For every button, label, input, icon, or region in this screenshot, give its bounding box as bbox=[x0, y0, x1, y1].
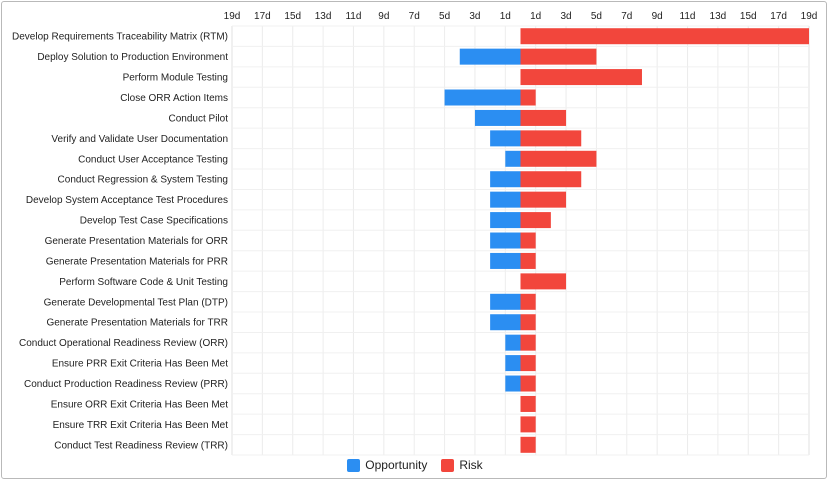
bar-opportunity[interactable] bbox=[459, 48, 521, 65]
category-label: Develop System Acceptance Test Procedure… bbox=[26, 195, 228, 206]
bar-risk[interactable] bbox=[520, 130, 582, 147]
category-label: Generate Presentation Materials for TRR bbox=[46, 318, 228, 329]
x-tick-label: 1d bbox=[500, 11, 511, 22]
bar-risk[interactable] bbox=[520, 191, 567, 208]
bar-opportunity[interactable] bbox=[505, 334, 521, 351]
category-label: Conduct Operational Readiness Review (OR… bbox=[19, 338, 228, 349]
bar-opportunity[interactable] bbox=[490, 212, 521, 229]
bar-chart: 19d 17d 15d 13d 11d 9d 7d 5d 3d 1d 1d 3d 5d 7d 9d 11d 13… bbox=[12, 11, 818, 456]
x-tick-label: 5d bbox=[439, 11, 450, 22]
category-label: Ensure TRR Exit Criteria Has Been Met bbox=[53, 420, 229, 431]
bar-opportunity[interactable] bbox=[490, 293, 521, 310]
legend-label: Risk bbox=[459, 458, 483, 472]
bar-risk[interactable] bbox=[520, 171, 582, 188]
bar-opportunity[interactable] bbox=[505, 150, 521, 167]
bar-risk[interactable] bbox=[520, 436, 536, 453]
bar-risk[interactable] bbox=[520, 355, 536, 372]
category-label: Ensure ORR Exit Criteria Has Been Met bbox=[51, 399, 229, 410]
x-tick-label: 17d bbox=[254, 11, 271, 22]
bar-risk[interactable] bbox=[520, 28, 810, 45]
bar-risk[interactable] bbox=[520, 69, 642, 86]
bar-risk[interactable] bbox=[520, 212, 551, 229]
category-label: Conduct User Acceptance Testing bbox=[78, 154, 228, 165]
bar-risk[interactable] bbox=[520, 109, 567, 126]
category-label: Perform Module Testing bbox=[123, 73, 228, 84]
x-tick-label: 15d bbox=[740, 11, 757, 22]
bar-opportunity[interactable] bbox=[490, 252, 521, 269]
bar-risk[interactable] bbox=[520, 150, 597, 167]
x-tick-label: 7d bbox=[621, 11, 632, 22]
x-tick-label: 9d bbox=[378, 11, 389, 22]
x-tick-label: 17d bbox=[770, 11, 787, 22]
x-tick-label: 19d bbox=[801, 11, 818, 22]
x-tick-label: 11d bbox=[345, 11, 361, 22]
bar-risk[interactable] bbox=[520, 273, 567, 290]
category-label: Ensure PRR Exit Criteria Has Been Met bbox=[52, 359, 228, 370]
bar-risk[interactable] bbox=[520, 416, 536, 433]
bar-opportunity[interactable] bbox=[490, 232, 521, 249]
bar-opportunity[interactable] bbox=[444, 89, 521, 106]
chart-legend: Opportunity Risk bbox=[0, 458, 830, 472]
legend-item-opportunity[interactable]: Opportunity bbox=[347, 458, 427, 472]
bar-risk[interactable] bbox=[520, 89, 536, 106]
bar-opportunity[interactable] bbox=[490, 314, 521, 331]
category-label: Generate Presentation Materials for PRR bbox=[46, 256, 228, 267]
legend-item-risk[interactable]: Risk bbox=[441, 458, 483, 472]
legend-swatch bbox=[441, 458, 455, 472]
bar-risk[interactable] bbox=[520, 232, 536, 249]
x-tick-label: 9d bbox=[652, 11, 663, 22]
category-label: Deploy Solution to Production Environmen… bbox=[37, 52, 228, 63]
x-tick-label: 19d bbox=[224, 11, 241, 22]
x-tick-label: 13d bbox=[315, 11, 332, 22]
bar-opportunity[interactable] bbox=[490, 130, 521, 147]
category-label: Generate Presentation Materials for ORR bbox=[45, 236, 228, 247]
bar-risk[interactable] bbox=[520, 293, 536, 310]
bar-opportunity[interactable] bbox=[490, 191, 521, 208]
category-label: Develop Test Case Specifications bbox=[80, 216, 228, 227]
x-tick-label: 5d bbox=[591, 11, 602, 22]
bar-risk[interactable] bbox=[520, 375, 536, 392]
x-tick-label: 3d bbox=[560, 11, 571, 22]
bar-opportunity[interactable] bbox=[490, 171, 521, 188]
bar-risk[interactable] bbox=[520, 395, 536, 412]
bar-risk[interactable] bbox=[520, 334, 536, 351]
bar-opportunity[interactable] bbox=[505, 355, 521, 372]
category-label: Perform Software Code & Unit Testing bbox=[59, 277, 228, 288]
category-label: Close ORR Action Items bbox=[120, 93, 228, 104]
x-tick-label: 3d bbox=[469, 11, 480, 22]
bar-opportunity[interactable] bbox=[505, 375, 521, 392]
category-label: Verify and Validate User Documentation bbox=[51, 134, 228, 145]
bar-opportunity[interactable] bbox=[474, 109, 521, 126]
bar-risk[interactable] bbox=[520, 48, 597, 65]
legend-swatch bbox=[347, 458, 361, 472]
category-label: Conduct Production Readiness Review (PRR… bbox=[24, 379, 228, 390]
x-tick-label: 15d bbox=[284, 11, 301, 22]
legend-label: Opportunity bbox=[365, 458, 428, 472]
x-tick-label: 11d bbox=[680, 11, 696, 22]
category-label: Conduct Test Readiness Review (TRR) bbox=[54, 440, 228, 451]
category-label: Conduct Regression & System Testing bbox=[58, 175, 228, 186]
category-label: Conduct Pilot bbox=[169, 113, 229, 124]
x-tick-label: 13d bbox=[710, 11, 727, 22]
category-label: Develop Requirements Traceability Matrix… bbox=[12, 32, 228, 43]
x-tick-label: 1d bbox=[530, 11, 541, 22]
category-label: Generate Developmental Test Plan (DTP) bbox=[44, 297, 228, 308]
bar-risk[interactable] bbox=[520, 252, 536, 269]
bar-risk[interactable] bbox=[520, 314, 536, 331]
x-tick-label: 7d bbox=[409, 11, 420, 22]
